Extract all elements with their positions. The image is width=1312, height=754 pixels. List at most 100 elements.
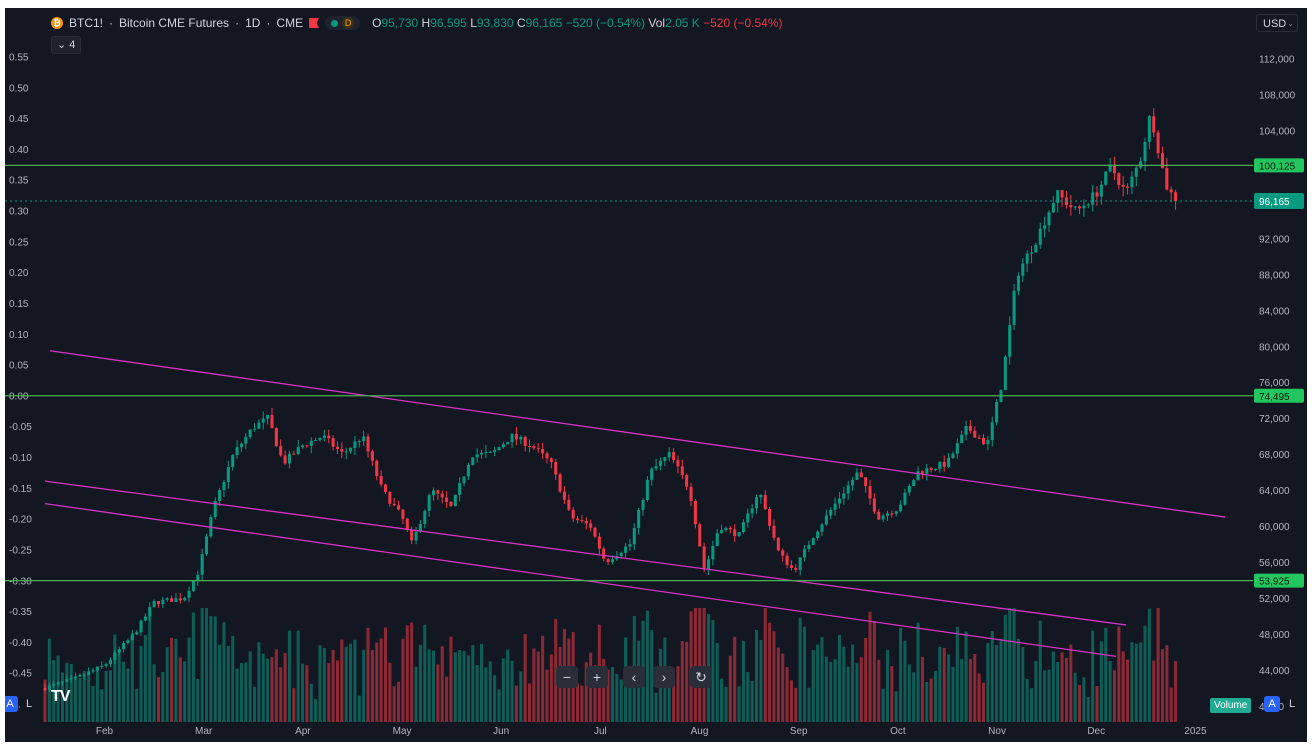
- reset-chart-button[interactable]: ↻: [690, 666, 712, 688]
- candle-body: [156, 601, 161, 605]
- volume-bar: [204, 608, 209, 722]
- candle-body: [353, 441, 357, 448]
- volume-bar: [270, 657, 274, 722]
- candle-body: [440, 493, 444, 498]
- candle-body: [388, 491, 392, 504]
- left-axis-tick-label: -0.20: [9, 515, 32, 526]
- volume-bar: [95, 666, 99, 722]
- volume-bar: [213, 616, 217, 722]
- candle-body: [318, 438, 322, 441]
- volume-indicator-badge[interactable]: Volume: [1210, 698, 1252, 713]
- candle-body: [964, 425, 968, 435]
- volume-bar: [244, 662, 248, 722]
- candle-body: [170, 598, 174, 602]
- volume-bar: [1038, 620, 1042, 722]
- candle-body: [973, 430, 977, 438]
- volume-bar: [855, 663, 859, 722]
- candle-body: [641, 499, 645, 510]
- volume-bar: [864, 637, 868, 722]
- volume-bar: [942, 647, 946, 722]
- volume-bar: [1064, 657, 1068, 722]
- left-axis-tick-label: 0.50: [9, 83, 29, 94]
- volume-bar: [789, 680, 793, 722]
- volume-bar: [231, 635, 235, 722]
- right-log-scale-button[interactable]: L: [1284, 696, 1300, 712]
- volume-bar: [349, 643, 353, 722]
- right-axis-tick-label: 64,000: [1259, 486, 1290, 497]
- left-axis-tick-label: -0.35: [9, 607, 32, 618]
- symbol[interactable]: BTC1!: [69, 16, 104, 30]
- volume-bar: [680, 640, 684, 722]
- volume-bar: [383, 627, 388, 722]
- candle-body: [222, 481, 226, 491]
- volume-bar: [1147, 608, 1151, 722]
- tradingview-logo[interactable]: TV: [51, 688, 70, 705]
- candle-body: [541, 449, 545, 454]
- currency-selector[interactable]: USD ⌄: [1256, 14, 1298, 32]
- flag-icon[interactable]: [309, 18, 320, 28]
- left-auto-scale-button[interactable]: A: [5, 696, 18, 712]
- candle-body: [414, 531, 418, 541]
- volume-bar: [755, 629, 759, 722]
- volume-bar: [183, 661, 187, 722]
- interval[interactable]: 1D: [245, 16, 261, 30]
- horizontal-levels: 100,125 74,495 53,925: [5, 158, 1304, 588]
- zoom-out-button[interactable]: −: [556, 666, 578, 688]
- level-price-label: 53,925: [1259, 577, 1290, 588]
- volume-bar: [287, 630, 291, 722]
- collapse-indicators-button[interactable]: ⌄ 4: [51, 36, 82, 54]
- candle-body: [755, 497, 759, 509]
- price-chart[interactable]: -0.50 -0.45 -0.40 -0.35 -0.30 -0.25 -0.20 -0.15…: [5, 8, 1307, 742]
- candle-body: [829, 509, 833, 516]
- right-axis-tick-label: 44,000: [1259, 666, 1290, 677]
- candle-body: [266, 414, 270, 419]
- volume-bar: [693, 608, 697, 722]
- volume-bar: [549, 654, 553, 722]
- volume-bar: [912, 672, 916, 722]
- volume-bar: [353, 639, 357, 722]
- volume-bar: [1152, 660, 1156, 722]
- scroll-right-button[interactable]: ›: [653, 666, 675, 688]
- zoom-in-button[interactable]: +: [586, 666, 608, 688]
- left-axis-tick-label: 0.15: [9, 299, 29, 310]
- volume-bar: [401, 638, 405, 722]
- market-status[interactable]: D: [325, 16, 361, 30]
- volume-bar: [602, 658, 606, 722]
- volume-bar: [1091, 630, 1095, 722]
- volume-bar: [1086, 697, 1090, 722]
- volume-bar: [126, 668, 130, 722]
- volume-bar: [1169, 687, 1173, 722]
- right-axis-tick-label: 60,000: [1259, 522, 1290, 533]
- right-axis-tick-label: 88,000: [1259, 270, 1290, 281]
- left-log-scale-button[interactable]: L: [21, 696, 37, 712]
- volume-bar: [741, 640, 745, 722]
- volume-bar: [881, 688, 885, 722]
- level-price-label: 74,495: [1259, 392, 1290, 403]
- right-auto-scale-button[interactable]: A: [1264, 696, 1280, 712]
- level-price-label: 100,125: [1259, 161, 1296, 172]
- volume-bar: [667, 674, 671, 722]
- left-axis-tick-label: 0.40: [9, 145, 29, 156]
- chart-frame[interactable]: -0.50 -0.45 -0.40 -0.35 -0.30 -0.25 -0.20 -0.15…: [5, 8, 1307, 742]
- candle-body: [213, 500, 217, 518]
- candle-body: [562, 491, 566, 500]
- volume-bar: [654, 692, 658, 722]
- left-axis-tick-label: -0.45: [9, 669, 32, 680]
- candle-body: [1139, 161, 1143, 168]
- candle-body: [807, 544, 811, 550]
- volume-bar: [1126, 659, 1130, 722]
- scroll-left-button[interactable]: ‹: [623, 666, 645, 688]
- candle-body: [720, 530, 724, 534]
- candle-body: [148, 607, 152, 617]
- low-label: L: [470, 16, 477, 30]
- candle-body: [1174, 192, 1178, 202]
- level-price-label-bg: [1254, 573, 1304, 588]
- volume-bar: [925, 681, 929, 722]
- volume-bar: [187, 637, 191, 722]
- volume-bar: [1156, 608, 1160, 722]
- right-axis-tick-label: 80,000: [1259, 342, 1290, 353]
- volume-bar: [545, 669, 549, 722]
- volume-bar: [877, 659, 881, 722]
- level-price-label-bg: [1254, 388, 1304, 403]
- candle-body: [929, 468, 933, 470]
